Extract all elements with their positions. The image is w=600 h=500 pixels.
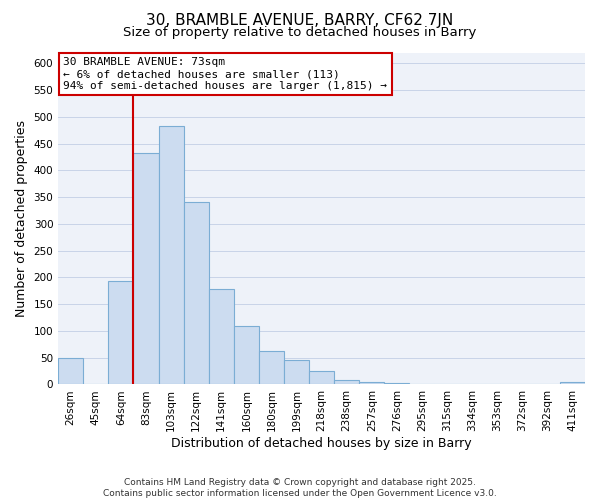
Bar	[560, 382, 585, 384]
Bar	[133, 152, 158, 384]
Text: Size of property relative to detached houses in Barry: Size of property relative to detached ho…	[124, 26, 476, 39]
Bar	[284, 360, 309, 384]
Y-axis label: Number of detached properties: Number of detached properties	[15, 120, 28, 317]
Text: 30, BRAMBLE AVENUE, BARRY, CF62 7JN: 30, BRAMBLE AVENUE, BARRY, CF62 7JN	[146, 12, 454, 28]
Bar	[209, 289, 234, 384]
Bar	[259, 352, 284, 384]
Bar	[334, 380, 359, 384]
Bar	[109, 281, 133, 384]
Bar	[309, 371, 334, 384]
Bar	[184, 202, 209, 384]
Bar	[58, 358, 83, 384]
Bar	[158, 126, 184, 384]
Bar	[359, 382, 385, 384]
Text: 30 BRAMBLE AVENUE: 73sqm
← 6% of detached houses are smaller (113)
94% of semi-d: 30 BRAMBLE AVENUE: 73sqm ← 6% of detache…	[64, 58, 388, 90]
Bar	[234, 326, 259, 384]
Text: Contains HM Land Registry data © Crown copyright and database right 2025.
Contai: Contains HM Land Registry data © Crown c…	[103, 478, 497, 498]
X-axis label: Distribution of detached houses by size in Barry: Distribution of detached houses by size …	[171, 437, 472, 450]
